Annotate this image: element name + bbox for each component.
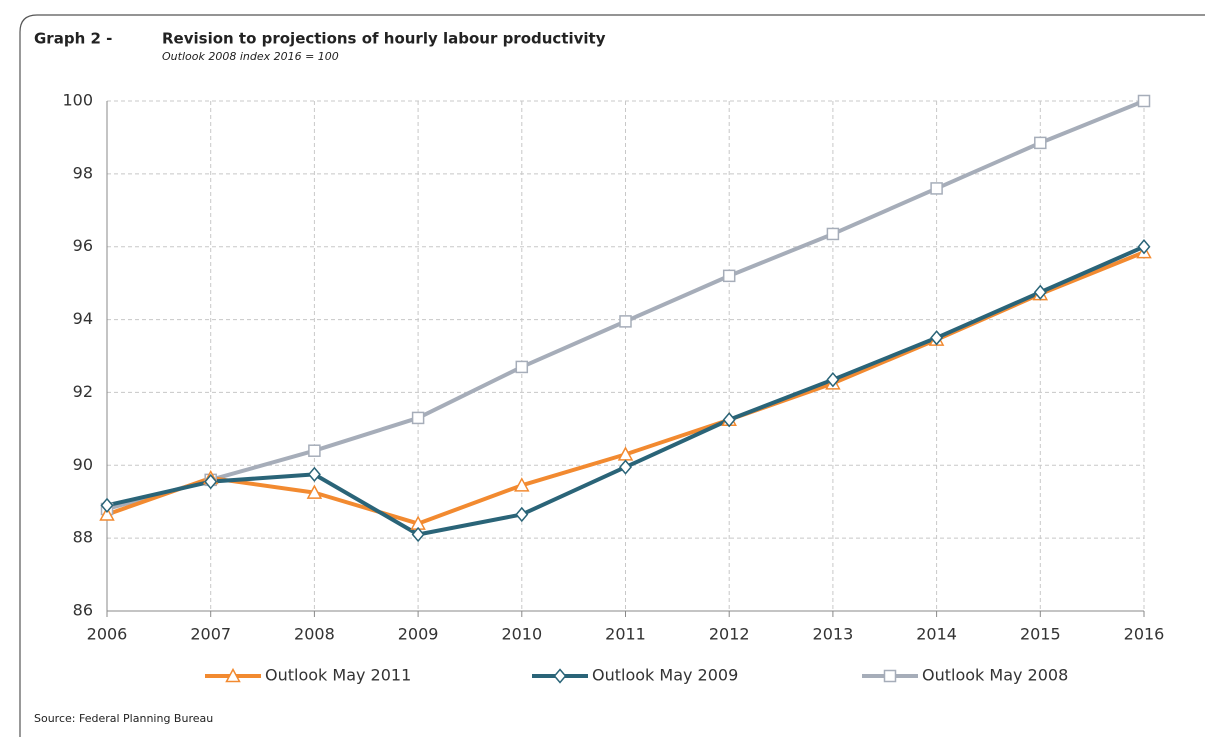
marker <box>826 372 840 388</box>
y-tick-label: 98 <box>73 163 93 182</box>
y-tick-label: 96 <box>73 236 93 255</box>
x-tick-label: 2011 <box>605 625 646 644</box>
x-tick-label: 2010 <box>501 625 542 644</box>
y-tick-label: 90 <box>73 455 93 474</box>
marker <box>619 459 632 475</box>
marker <box>514 477 530 492</box>
x-tick-label: 2016 <box>1124 625 1165 644</box>
y-tick-label: 88 <box>73 528 93 547</box>
y-tick-label: 94 <box>73 309 93 328</box>
y-tick-label: 86 <box>73 601 93 620</box>
legend-label: Outlook May 2009 <box>592 666 738 685</box>
marker <box>411 526 425 543</box>
marker <box>722 269 736 283</box>
marker <box>411 411 425 425</box>
source-note: Source: Federal Planning Bureau <box>34 712 213 725</box>
y-tick-label: 100 <box>62 91 93 110</box>
marker <box>204 474 218 490</box>
x-tick-label: 2006 <box>87 625 128 644</box>
x-tick-label: 2008 <box>294 625 335 644</box>
chart-subtitle: Outlook 2008 index 2016 = 100 <box>162 50 339 63</box>
marker <box>826 227 840 241</box>
x-tick-label: 2013 <box>813 625 854 644</box>
marker <box>515 360 529 374</box>
marker <box>883 669 897 683</box>
x-tick-label: 2014 <box>916 625 957 644</box>
marker <box>1034 136 1047 150</box>
marker <box>515 506 529 523</box>
marker <box>1137 94 1151 108</box>
marker <box>619 315 632 328</box>
marker <box>1033 284 1047 300</box>
marker <box>307 466 321 483</box>
marker <box>930 330 944 346</box>
chart-title: Revision to projections of hourly labour… <box>162 30 606 48</box>
marker <box>930 182 943 195</box>
x-tick-label: 2012 <box>709 625 750 644</box>
x-tick-label: 2009 <box>398 625 439 644</box>
legend-label: Outlook May 2011 <box>265 666 411 685</box>
marker <box>1137 239 1151 255</box>
marker <box>225 667 241 683</box>
marker <box>553 668 567 684</box>
legend-label: Outlook May 2008 <box>922 666 1068 685</box>
marker <box>99 506 115 521</box>
x-tick-label: 2007 <box>190 625 231 644</box>
marker <box>100 497 114 514</box>
marker <box>722 412 736 428</box>
x-tick-label: 2015 <box>1020 625 1061 644</box>
marker <box>306 484 323 499</box>
frame <box>19 14 1205 737</box>
marker <box>308 444 321 457</box>
y-tick-label: 92 <box>73 382 93 401</box>
chart-label: Graph 2 - <box>34 30 112 48</box>
